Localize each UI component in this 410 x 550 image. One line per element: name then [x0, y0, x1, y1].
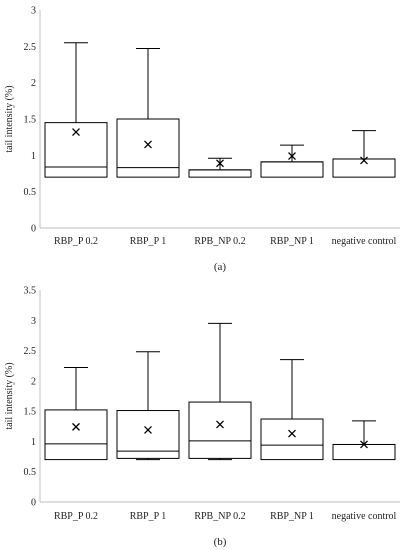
box-iqr	[44, 409, 108, 461]
y-tick-label: 3	[31, 6, 36, 17]
box-plot-3	[188, 157, 252, 178]
x-tick-label: RBP_P 0.2	[54, 236, 98, 247]
box-iqr	[44, 122, 108, 178]
mean-marker	[216, 420, 224, 429]
box-plot-3	[188, 322, 252, 461]
y-tick-label: 1.5	[24, 115, 37, 126]
box-plot-5	[332, 420, 396, 461]
box-plot-5	[332, 130, 396, 178]
box-iqr	[116, 118, 180, 178]
box-iqr	[260, 418, 324, 461]
x-tick-label: RBP_NP 1	[270, 511, 314, 522]
mean-marker	[360, 156, 368, 165]
y-tick-label: 0	[31, 498, 36, 509]
box-iqr	[260, 161, 324, 178]
x-tick-label: RBP_P 0.2	[54, 511, 98, 522]
y-axis-label: tail intensity (%)	[4, 362, 15, 429]
box-iqr	[188, 169, 252, 178]
y-tick-label: 0	[31, 224, 36, 235]
y-tick-label: 3.5	[24, 286, 37, 297]
box-plot-1	[44, 42, 108, 178]
chart-panel-a: 0 0.5 1 1.5 2 2.5 3 tail intensity (%) RBP_P 0.2…	[4, 6, 400, 273]
x-tick-label: RPB_NP 0.2	[194, 511, 245, 522]
panel-label: (a)	[214, 261, 227, 273]
y-axis-label: tail intensity (%)	[4, 85, 15, 152]
y-tick-label: 0.5	[24, 187, 37, 198]
x-tick-label: negative control	[332, 511, 397, 522]
box-plot-4	[260, 144, 324, 178]
chart-panel-b: 0 0.5 1 1.5 2 2.5 3 3.5 tail intensity (%) RBP_P …	[4, 286, 400, 548]
y-tick-label: 0.5	[24, 467, 37, 478]
y-tick-label: 2.5	[24, 42, 37, 53]
mean-marker	[216, 159, 224, 168]
y-tick-label: 2.5	[24, 346, 37, 357]
mean-marker	[144, 140, 152, 149]
panel-label: (b)	[214, 536, 227, 548]
x-tick-label: RPB_NP 0.2	[194, 236, 245, 247]
box-plot-2	[116, 351, 180, 461]
mean-marker	[288, 152, 296, 161]
mean-marker	[288, 429, 296, 438]
box-plot-2	[116, 48, 180, 178]
box-iqr	[188, 401, 252, 459]
x-tick-label: RBP_NP 1	[270, 236, 314, 247]
y-tick-label: 2	[31, 376, 36, 387]
y-tick-label: 3	[31, 316, 36, 327]
box-iqr	[332, 158, 396, 178]
mean-marker	[360, 440, 368, 449]
box-plot-4	[260, 359, 324, 461]
y-tick-label: 1.5	[24, 407, 37, 418]
mean-marker	[72, 422, 80, 431]
x-tick-label: RBP_P 1	[130, 236, 167, 247]
y-tick-label: 1	[31, 437, 36, 448]
mean-marker	[72, 128, 80, 137]
mean-marker	[144, 425, 152, 434]
x-tick-label: RBP_P 1	[130, 511, 167, 522]
x-tick-label: negative control	[332, 236, 397, 247]
box-iqr	[332, 443, 396, 461]
box-iqr	[116, 410, 180, 459]
y-tick-label: 1	[31, 151, 36, 162]
box-plot-1	[44, 367, 108, 461]
y-tick-label: 2	[31, 78, 36, 89]
